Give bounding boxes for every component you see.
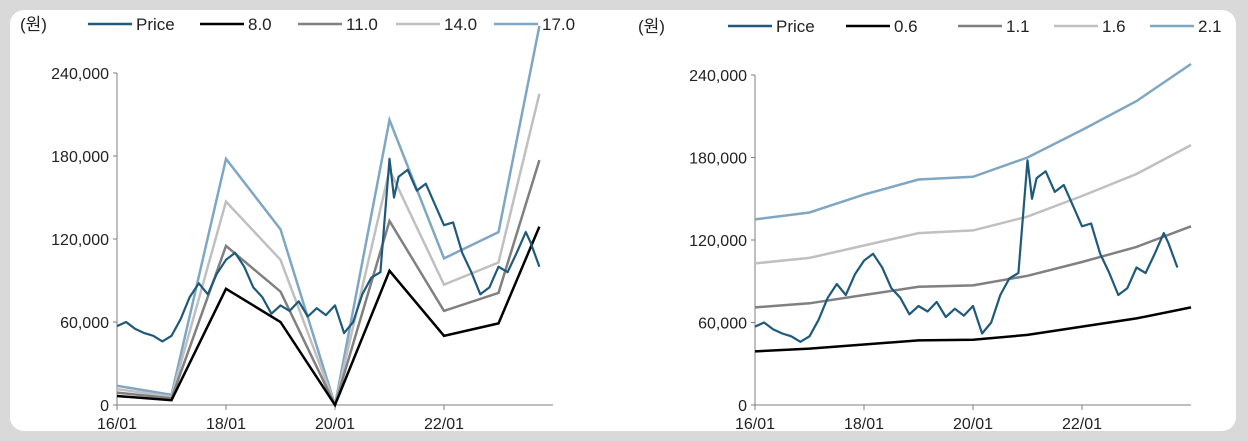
legend-label-1.6: 1.6 <box>1102 17 1126 36</box>
series-line-2.1 <box>754 62 1192 221</box>
x-tick-label: 18/01 <box>844 416 884 431</box>
y-tick-label: 240,000 <box>51 66 109 83</box>
y-tick-label: 0 <box>100 398 109 415</box>
x-tick-label: 18/01 <box>206 416 246 431</box>
y-tick-label: 0 <box>738 398 747 415</box>
legend-label-1.1: 1.1 <box>1006 17 1030 36</box>
unit-label: (원) <box>638 17 665 36</box>
y-tick-label: 180,000 <box>689 151 747 168</box>
x-tick-label: 20/01 <box>953 416 993 431</box>
legend-label-2.1: 2.1 <box>1198 17 1222 36</box>
x-tick-label: 22/01 <box>1062 416 1102 431</box>
legend-label-Price: Price <box>136 15 175 34</box>
right-chart-panel: (원) Price 0.6 1.1 1.6 2.1 0 60,000 120,000 180,00… <box>628 10 1236 431</box>
chart-frame: (원) Price 8.0 11.0 14.0 17.0 0 60,000 120,000 180… <box>10 10 1236 431</box>
legend-label-0.6: 0.6 <box>894 17 918 36</box>
legend-label-17.0: 17.0 <box>542 15 575 34</box>
x-tick-label: 20/01 <box>315 416 355 431</box>
legend-label-14.0: 14.0 <box>444 15 477 34</box>
series-line-Price <box>754 159 1179 343</box>
x-tick-label: 16/01 <box>97 416 137 431</box>
y-tick-label: 60,000 <box>60 315 109 332</box>
series-line-1.6 <box>754 143 1192 265</box>
left-chart-svg: (원) Price 8.0 11.0 14.0 17.0 0 60,000 120,000 180… <box>20 15 575 431</box>
y-tick-label: 120,000 <box>689 233 747 250</box>
legend-label-Price: Price <box>776 17 815 36</box>
series-line-0.6 <box>754 306 1192 353</box>
y-tick-label: 180,000 <box>51 149 109 166</box>
series-line-17.0 <box>116 25 541 406</box>
legend-label-11.0: 11.0 <box>346 15 378 34</box>
x-tick-label: 16/01 <box>735 416 775 431</box>
series-line-1.1 <box>754 225 1192 309</box>
y-tick-label: 240,000 <box>689 68 747 85</box>
series-line-Price <box>116 157 541 343</box>
unit-label: (원) <box>20 15 47 34</box>
left-chart-panel: (원) Price 8.0 11.0 14.0 17.0 0 60,000 120,000 180… <box>10 10 618 431</box>
y-tick-label: 60,000 <box>698 316 747 333</box>
right-chart-svg: (원) Price 0.6 1.1 1.6 2.1 0 60,000 120,000 180,00… <box>638 17 1222 431</box>
y-tick-label: 120,000 <box>51 232 109 249</box>
legend-label-8.0: 8.0 <box>248 15 272 34</box>
x-tick-label: 22/01 <box>424 416 464 431</box>
series-line-8.0 <box>116 226 541 408</box>
